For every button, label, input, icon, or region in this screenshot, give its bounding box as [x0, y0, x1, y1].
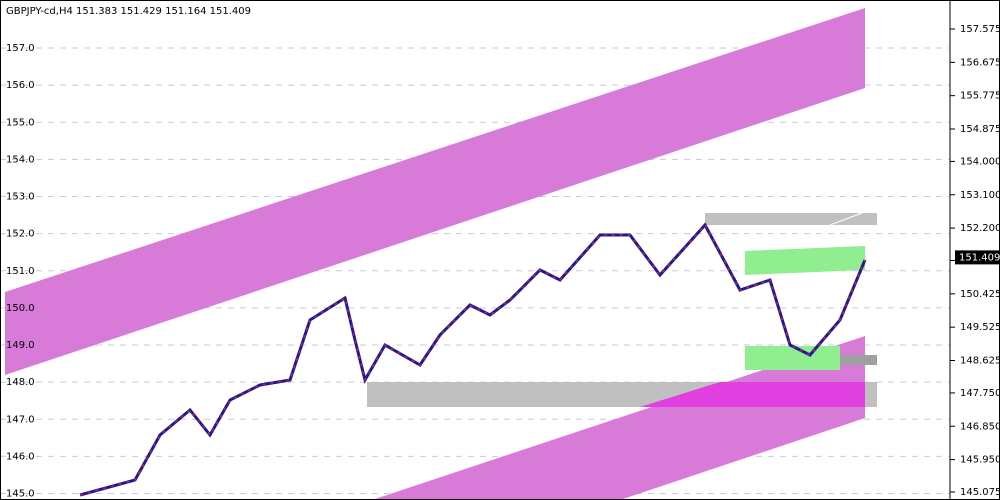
price-label: 151.409 — [959, 252, 1000, 263]
left-tick-label: 150.0 — [6, 303, 35, 314]
price-label-box — [955, 250, 1000, 265]
left-tick-label: 157.0 — [6, 43, 35, 54]
right-tick-label: 153.100 — [960, 190, 1000, 201]
right-tick-label: 154.875 — [960, 124, 1000, 135]
left-tick-label: 145.0 — [6, 489, 35, 500]
left-tick-label: 148.0 — [6, 377, 35, 388]
left-tick-label: 156.0 — [6, 80, 35, 91]
left-tick-label: 153.0 — [6, 192, 35, 203]
right-tick-label: 145.950 — [960, 455, 1000, 466]
right-tick-label: 155.775 — [960, 91, 1000, 102]
right-tick-label: 152.200 — [960, 223, 1000, 234]
zone-line — [829, 212, 863, 226]
overlap — [640, 382, 865, 407]
right-tick-label: 145.075 — [960, 487, 1000, 498]
right-tick-label: 149.525 — [960, 322, 1000, 333]
left-tick-label: 149.0 — [6, 340, 35, 351]
zone — [705, 213, 877, 225]
left-tick-label: 154.0 — [6, 154, 35, 165]
right-tick-label: 156.675 — [960, 57, 1000, 68]
left-tick-label: 152.0 — [6, 229, 35, 240]
right-tick-label: 150.425 — [960, 289, 1000, 300]
green-zone — [745, 346, 840, 370]
right-tick-label: 154.000 — [960, 156, 1000, 167]
left-tick-label: 151.0 — [6, 266, 35, 277]
right-tick-label: 148.625 — [960, 356, 1000, 367]
upper-channel — [5, 8, 865, 375]
header-title: GBPJPY-cd,H4 151.383 151.429 151.164 151… — [6, 6, 251, 17]
right-tick-label: 146.850 — [960, 421, 1000, 432]
green-zone — [745, 246, 865, 275]
left-tick-label: 146.0 — [6, 451, 35, 462]
left-tick-label: 147.0 — [6, 414, 35, 425]
right-tick-label: 157.575 — [960, 24, 1000, 35]
left-tick-label: 155.0 — [6, 117, 35, 128]
price-path-up — [79, 223, 866, 496]
right-tick-label: 147.750 — [960, 388, 1000, 399]
lower-channel — [372, 336, 865, 500]
